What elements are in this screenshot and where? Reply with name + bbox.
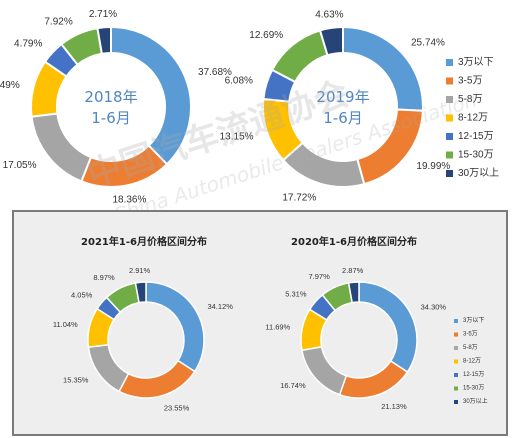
legend-swatch-3万以下 [446,59,453,66]
donut-chart-2018: 37.68% 18.36% 17.05% 11.49% 4.79%7.92% 2.71% [0,9,232,206]
data-label-12-15万: 4.79% [14,38,42,49]
legend-label-30万以上: 30万以上 [458,167,499,179]
legend-swatch-3万以下 [454,319,458,323]
slice-3-5万 [356,108,424,186]
data-label-15-30万: 7.92% [44,17,72,28]
center-label-2019-line2: 1-6月 [323,109,363,127]
slice-5-8万 [301,345,348,396]
top-charts: 37.68%18.36%17.05%11.49%4.79%7.92%2.71% … [0,9,499,206]
data-label-15-30万: 12.69% [249,30,283,41]
data-label-3-5万: 19.99% [416,161,450,172]
data-label-12-15万: 5.31% [285,289,307,298]
data-label-12-15万: 4.05% [71,291,93,300]
legend-label-30万以上: 30万以上 [463,397,488,405]
data-label-3万以下: 34.30% [421,302,447,311]
center-label-2019-line1: 2019年 [316,88,369,106]
data-label-5-8万: 15.35% [63,376,89,385]
legend-top: 3万以下 3-5万 5-8万 8-12万 12-15万 15-30万 30万以上 [446,57,499,179]
legend-swatch-30万以上 [454,400,458,404]
data-label-8-12万: 13.15% [220,131,254,142]
data-label-3-5万: 21.13% [381,402,407,411]
legend-swatch-8-12万 [454,359,458,364]
chart-title-2020: 2020年1-6月价格区间分布 [291,235,417,248]
data-label-15-30万: 8.97% [93,273,115,282]
slice-3万以下 [145,281,205,373]
data-label-3万以下: 34.12% [207,302,233,311]
legend-swatch-12-15万 [454,373,458,377]
slice-3-5万 [80,144,169,188]
legend-label-5-8万: 5-8万 [463,344,478,351]
data-label-8-12万: 11.04% [53,320,78,329]
legend-label-8-12万: 8-12万 [458,113,488,124]
legend-swatch-3-5万 [446,77,453,85]
data-label-3-5万: 23.55% [164,403,190,412]
data-label-30万以上: 2.71% [89,9,117,20]
legend-label-3万以下: 3万以下 [458,57,494,68]
legend-swatch-30万以上 [446,170,453,177]
center-label-2018-line1: 2018年 [84,88,137,106]
slice-3万以下 [110,25,192,166]
legend-label-3万以下: 3万以下 [463,317,484,324]
slice-30万以上 [134,281,147,304]
slice-5-8万 [30,112,93,183]
data-label-12-15万: 6.08% [225,75,253,86]
donut-chart-2020: 34.30% 21.13% 16.74% 11.69% 5.31%7.97% 2.87% [265,266,446,411]
legend-label-15-30万: 15-30万 [458,150,494,161]
data-label-3万以下: 25.74% [411,38,445,49]
legend-swatch-5-8万 [454,346,458,350]
legend-swatch-3-5万 [454,332,458,337]
legend-label-15-30万: 15-30万 [463,385,484,392]
legend-label-8-12万: 8-12万 [463,358,481,365]
data-label-5-8万: 17.05% [3,160,37,171]
data-label-3-5万: 18.36% [112,195,146,206]
slice-3-5万 [338,359,409,399]
data-label-3万以下: 37.68% [198,67,232,78]
legend-label-3-5万: 3-5万 [463,331,478,338]
data-label-30万以上: 2.87% [342,266,364,275]
data-label-5-8万: 17.72% [282,193,316,204]
legend-bottom: 3万以下 3-5万 5-8万 8-12万 12-15万 15-30万 30万以上 [454,317,488,405]
legend-label-5-8万: 5-8万 [458,94,482,105]
slice-3-5万 [118,359,196,399]
donut-chart-2021: 34.12% 23.55% 15.35% 11.04% 4.05%8.97% 2.91% [53,266,233,412]
data-label-15-30万: 7.97% [308,272,330,281]
data-label-30万以上: 4.63% [315,9,343,20]
donut-chart-2019: 25.74% 19.99% 17.72% 13.15% 6.08% 12.69% 4.63% [220,9,451,203]
slice-30万以上 [96,25,112,55]
legend-label-12-15万: 12-15万 [463,371,484,378]
legend-swatch-8-12万 [446,114,453,122]
data-label-30万以上: 2.91% [129,266,151,275]
bottom-charts: 2021年1-6月价格区间分布 2020年1-6月价格区间分布 34.12% 23… [53,235,488,412]
slice-30万以上 [347,281,360,304]
slice-3万以下 [358,281,418,374]
data-label-8-12万: 11.69% [265,322,290,331]
legend-swatch-15-30万 [454,386,458,391]
legend-label-3-5万: 3-5万 [458,76,482,87]
chart-title-2021: 2021年1-6月价格区间分布 [81,235,207,248]
legend-swatch-15-30万 [446,151,453,159]
slice-30万以上 [318,25,344,57]
center-label-2018-line2: 1-6月 [91,109,131,127]
data-label-5-8万: 16.74% [280,381,306,390]
legend-swatch-12-15万 [446,133,453,140]
legend-label-12-15万: 12-15万 [458,131,494,142]
legend-swatch-5-8万 [446,96,453,103]
slice-5-8万 [87,343,130,393]
data-label-8-12万: 11.49% [0,80,20,91]
